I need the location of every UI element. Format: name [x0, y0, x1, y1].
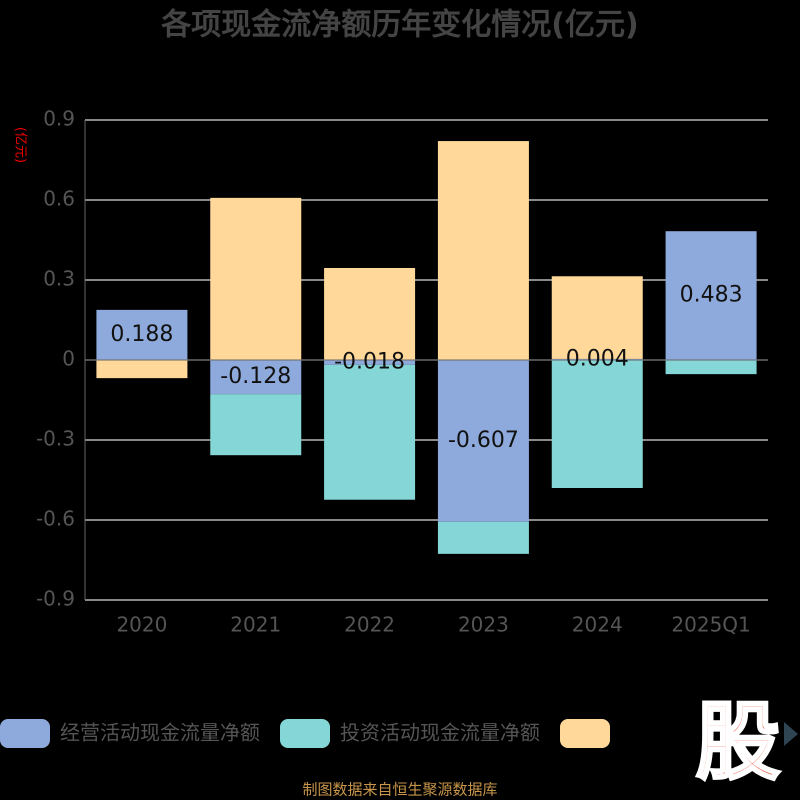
legend-swatch [0, 719, 50, 748]
bar [210, 360, 302, 395]
y-tick-label: 0 [62, 347, 75, 371]
bar [437, 360, 529, 522]
bar [210, 197, 302, 360]
bar [324, 360, 416, 365]
bar [551, 276, 643, 359]
bar [551, 358, 643, 360]
legend-swatch [280, 719, 330, 748]
bar [665, 360, 757, 375]
x-tick-label: 2025Q1 [671, 613, 750, 637]
bar [324, 268, 416, 360]
source-note: 制图数据来自恒生聚源数据库 [302, 781, 497, 799]
data-label: 0.188 [110, 322, 173, 347]
data-label: 0.004 [566, 346, 629, 371]
y-tick-label: 0.9 [43, 107, 75, 131]
bar [96, 309, 188, 360]
legend-label: 投资活动现金流量净额 [340, 721, 540, 745]
bar [665, 231, 757, 360]
y-tick-label: -0.9 [36, 587, 75, 611]
watermark: 股 [696, 693, 780, 791]
y-tick-label: -0.6 [36, 507, 75, 531]
data-label: -0.607 [448, 428, 519, 453]
bar [437, 521, 529, 554]
y-axis-label: (亿元) [13, 127, 28, 163]
bar [324, 364, 416, 500]
x-tick-label: 2021 [230, 613, 281, 637]
bar [210, 394, 302, 456]
x-tick-label: 2023 [458, 613, 509, 637]
y-tick-label: 0.3 [43, 267, 75, 291]
bar [437, 141, 529, 360]
y-tick-label: -0.3 [36, 427, 75, 451]
legend-swatch [560, 719, 610, 748]
x-tick-label: 2024 [572, 613, 623, 637]
legend-arrow [784, 722, 798, 746]
data-label: -0.018 [334, 349, 405, 374]
bar [96, 360, 188, 379]
data-label: -0.128 [220, 364, 291, 389]
legend-label: 经营活动现金流量净额 [60, 721, 260, 745]
data-label: 0.483 [680, 283, 743, 308]
x-tick-label: 2022 [344, 613, 395, 637]
chart-title: 各项现金流净额历年变化情况(亿元) [160, 8, 638, 43]
x-tick-label: 2020 [116, 613, 167, 637]
y-tick-label: 0.6 [43, 187, 75, 211]
bar [551, 360, 643, 488]
